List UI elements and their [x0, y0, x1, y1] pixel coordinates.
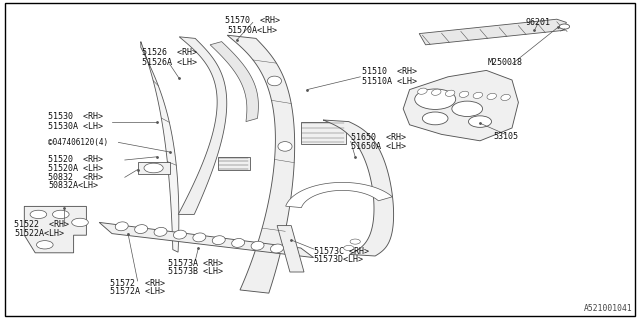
Circle shape: [344, 245, 354, 251]
Polygon shape: [210, 42, 259, 122]
Ellipse shape: [278, 142, 292, 151]
Text: 51572  <RH>: 51572 <RH>: [110, 279, 165, 288]
Text: 50832A<LH>: 50832A<LH>: [48, 181, 98, 190]
Polygon shape: [277, 226, 304, 272]
Ellipse shape: [193, 233, 206, 242]
Ellipse shape: [115, 222, 128, 231]
Text: 51530  <RH>: 51530 <RH>: [48, 112, 103, 121]
Text: 51573D<LH>: 51573D<LH>: [314, 255, 364, 264]
Polygon shape: [179, 37, 227, 214]
Ellipse shape: [251, 241, 264, 250]
Ellipse shape: [268, 76, 282, 86]
Text: 51510A <LH>: 51510A <LH>: [362, 77, 417, 86]
Circle shape: [468, 116, 492, 127]
Polygon shape: [141, 42, 179, 252]
Text: 51522  <RH>: 51522 <RH>: [14, 220, 69, 229]
Text: 51526  <RH>: 51526 <RH>: [142, 48, 197, 57]
Polygon shape: [403, 70, 518, 141]
Polygon shape: [227, 35, 294, 293]
Ellipse shape: [232, 238, 244, 247]
Ellipse shape: [487, 93, 497, 100]
Polygon shape: [99, 222, 314, 258]
Circle shape: [452, 101, 483, 116]
Text: 51650  <RH>: 51650 <RH>: [351, 133, 406, 142]
Text: 51570A<LH>: 51570A<LH>: [228, 26, 278, 35]
Circle shape: [72, 218, 88, 227]
Ellipse shape: [173, 230, 186, 239]
Polygon shape: [24, 206, 86, 253]
Text: 51510  <RH>: 51510 <RH>: [362, 68, 417, 76]
Circle shape: [36, 241, 53, 249]
Ellipse shape: [431, 89, 441, 95]
Ellipse shape: [134, 225, 148, 234]
Text: 51522A<LH>: 51522A<LH>: [14, 229, 64, 238]
Ellipse shape: [501, 94, 510, 100]
Ellipse shape: [418, 88, 427, 94]
Circle shape: [422, 112, 448, 125]
Polygon shape: [323, 120, 394, 256]
Text: 50832  <RH>: 50832 <RH>: [48, 173, 103, 182]
Circle shape: [559, 24, 570, 29]
Polygon shape: [138, 162, 170, 174]
Ellipse shape: [460, 91, 468, 97]
Circle shape: [52, 210, 69, 219]
Circle shape: [415, 89, 456, 109]
Text: 53105: 53105: [493, 132, 518, 141]
Text: 51573A <RH>: 51573A <RH>: [168, 259, 223, 268]
Text: 51572A <LH>: 51572A <LH>: [110, 287, 165, 296]
Ellipse shape: [445, 90, 455, 96]
Ellipse shape: [154, 228, 167, 236]
Text: A521001041: A521001041: [584, 304, 632, 313]
Ellipse shape: [212, 236, 225, 244]
Text: 51530A <LH>: 51530A <LH>: [48, 122, 103, 131]
Polygon shape: [285, 182, 392, 208]
Circle shape: [350, 239, 360, 244]
Text: 51520A <LH>: 51520A <LH>: [48, 164, 103, 173]
Polygon shape: [218, 157, 250, 170]
Polygon shape: [419, 19, 566, 45]
Polygon shape: [301, 122, 346, 144]
Text: 51573B <LH>: 51573B <LH>: [168, 267, 223, 276]
Text: 51526A <LH>: 51526A <LH>: [142, 58, 197, 67]
Text: ©047406120(4): ©047406120(4): [48, 138, 108, 147]
Text: M250018: M250018: [488, 58, 523, 67]
Text: 51573C <RH>: 51573C <RH>: [314, 247, 369, 256]
Text: 51520  <RH>: 51520 <RH>: [48, 156, 103, 164]
Text: 51650A <LH>: 51650A <LH>: [351, 142, 406, 151]
Circle shape: [30, 210, 47, 219]
Circle shape: [144, 163, 163, 173]
Ellipse shape: [473, 92, 483, 99]
Ellipse shape: [271, 244, 284, 253]
Text: 51570  <RH>: 51570 <RH>: [225, 16, 280, 25]
Text: 96201: 96201: [525, 18, 550, 27]
